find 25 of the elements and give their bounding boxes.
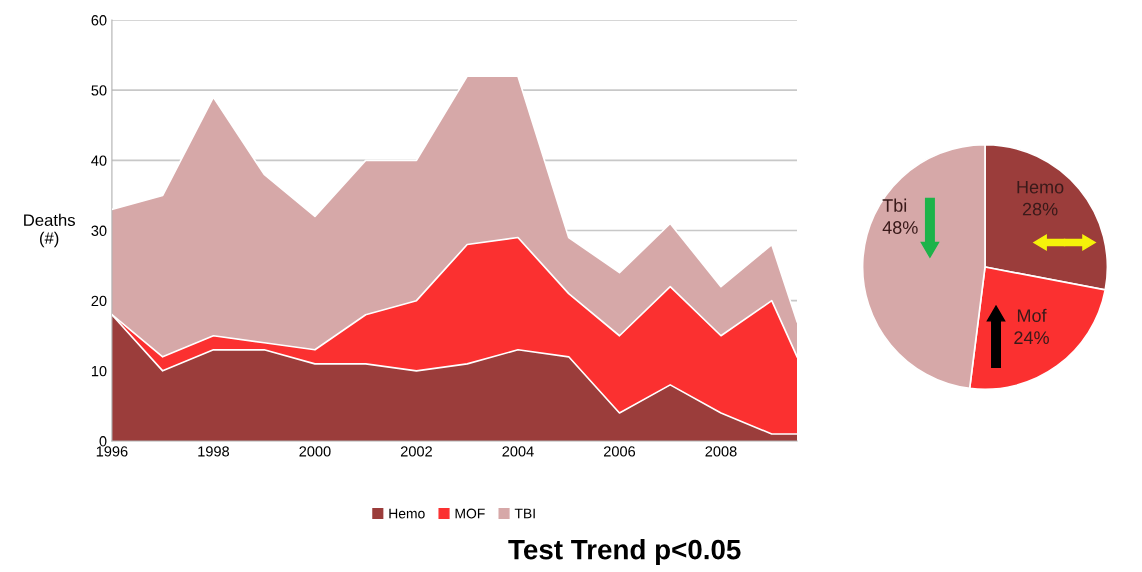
x-tick-label: 1998: [198, 446, 230, 457]
legend-label: Hemo: [389, 508, 425, 519]
y-tick-label: 30: [91, 225, 107, 236]
slice-label: Mof: [1017, 308, 1047, 323]
data-label: 48%: [882, 221, 918, 234]
data-label: 28%: [1022, 202, 1058, 216]
y-tick-label: 60: [91, 15, 107, 26]
y-tick-label: 20: [91, 295, 107, 307]
legend-label: TBI: [514, 508, 535, 519]
y-tick-label: 50: [91, 85, 107, 96]
slice-label: Hemo: [1017, 180, 1064, 194]
y-axis-title: Deaths (#): [24, 213, 75, 248]
x-tick-label: 2004: [502, 446, 534, 457]
x-tick-label: 1996: [96, 446, 128, 457]
y-tick-label: 10: [91, 365, 107, 377]
legend-label: MOF: [455, 508, 485, 519]
y-tick-label: 40: [91, 155, 107, 166]
data-label: 24%: [1014, 331, 1049, 344]
slice-label: Tbi: [882, 198, 907, 212]
x-tick-label: 2002: [400, 446, 432, 457]
x-tick-label: 2008: [705, 446, 737, 457]
y-tick-label: 0: [99, 436, 107, 447]
x-tick-label: 2000: [299, 446, 331, 457]
x-tick-label: 2006: [603, 446, 636, 457]
text: Test Trend p<0.05: [508, 539, 741, 565]
